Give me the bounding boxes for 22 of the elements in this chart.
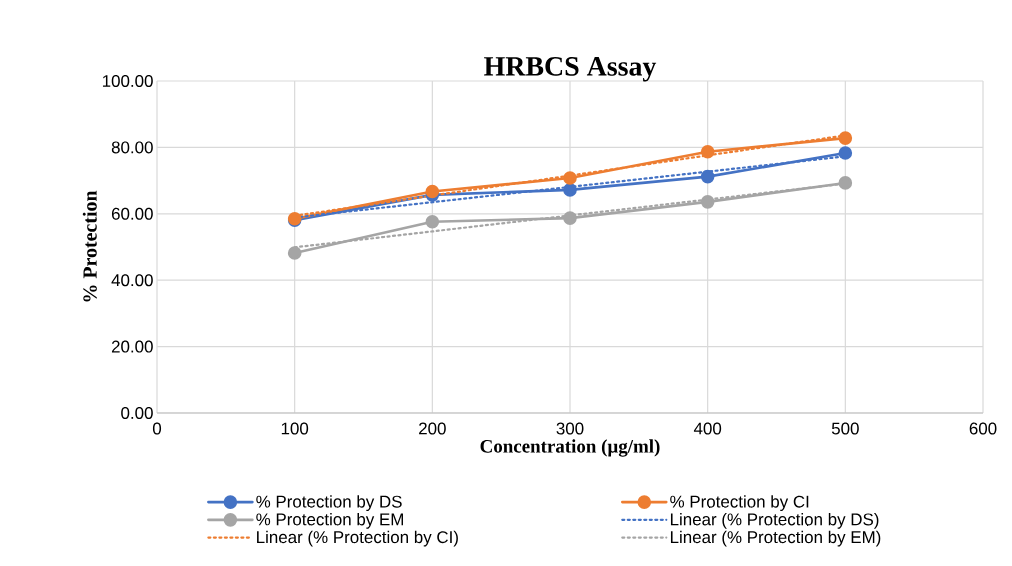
x-tick-label: 600 <box>969 422 997 435</box>
x-axis-title: Concentration (µg/ml) <box>480 439 660 457</box>
legend-label: Linear (% Protection by DS) <box>670 512 879 529</box>
y-tick-label: 0.00 <box>121 407 153 419</box>
y-tick-label: 40.00 <box>111 274 153 287</box>
legend-label: % Protection by CI <box>670 495 809 511</box>
legend-label: % Protection by EM <box>256 512 403 529</box>
y-axis-title: % Protection <box>82 190 97 302</box>
legend-label: Linear (% Protection by CI) <box>257 530 458 547</box>
chart-title: HRBCS Assay <box>484 57 657 82</box>
legend-label: Linear (% Protection by EM) <box>670 530 881 547</box>
x-tick-label: 100 <box>281 422 309 435</box>
y-tick-label: 60.00 <box>111 207 153 220</box>
x-tick-label: 500 <box>831 422 859 435</box>
x-tick-label: 400 <box>693 422 722 435</box>
x-tick-label: 200 <box>419 422 446 435</box>
x-tick-label: 300 <box>556 422 584 435</box>
x-tick-label: 0 <box>152 422 162 435</box>
y-tick-label: 20.00 <box>111 340 153 353</box>
y-tick-label: 80.00 <box>111 141 153 154</box>
y-tick-label: 100.00 <box>102 75 153 87</box>
legend-label: % Protection by DS <box>256 495 402 511</box>
